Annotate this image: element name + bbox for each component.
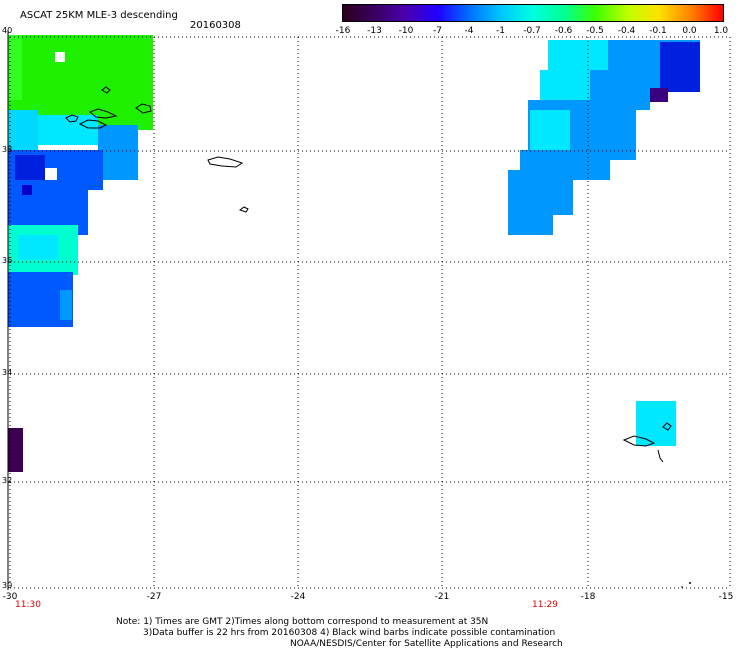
colorbar-label: 1.0 [713,26,729,36]
wind-cell-cyan [636,401,676,446]
colorbar-label: -10 [398,26,414,36]
note-line-1: Note: 1) Times are GMT 2)Times along bot… [116,617,489,627]
colorbar-label: -7 [433,26,442,36]
wind-cell-navy [22,185,32,195]
colorbar-label: -1 [496,26,505,36]
island-outline [207,156,244,168]
island-outline [78,119,108,129]
wind-cell-cyan [548,40,608,70]
wind-cell-green [8,35,22,100]
lon-label-21: -21 [434,592,450,602]
colorbar-label: -0.4 [617,26,636,36]
colorbar [342,4,724,22]
wind-cell-blue [60,290,72,320]
colorbar-label: -16 [335,26,351,36]
lon-label-30: -30 [2,592,18,602]
lon-label-15: -15 [718,592,734,602]
island-outline [65,114,79,123]
colorbar-label: -4 [464,26,474,36]
wind-cell-blue [508,210,553,235]
wind-cell-cyan [8,110,38,150]
colorbar-label: -0.6 [554,26,573,36]
wind-cell-purple [648,88,668,102]
island-outline [238,206,249,213]
wind-cell-purple [8,428,23,472]
lat-label-38: 38 [2,145,13,154]
wind-cell-cyan [18,235,58,260]
wind-cell-blue [98,125,138,180]
lon-label-24: -24 [290,592,306,602]
wind-cell-darkblue [15,155,45,180]
lat-label-34: 34 [2,368,13,377]
lat-label-30: 30 [2,581,13,590]
lon-label-27: -27 [146,592,162,602]
time-label-left: 11:30 [15,600,41,610]
island-outline [135,103,152,114]
missing-cell [45,168,57,180]
product-date: 20160308 [190,20,241,31]
colorbar-label: -0.1 [649,26,667,36]
wind-cell-darkblue [660,42,700,92]
island-outline [101,86,111,94]
wind-cell-cyan [540,70,590,100]
product-title: ASCAT 25KM MLE-3 descending [20,10,178,21]
colorbar-label: -0.5 [586,26,604,36]
lat-label-40: 40 [2,26,13,35]
colorbar-label: 0.0 [682,26,697,36]
note-line-2: 3)Data buffer is 22 hrs from 20160308 4)… [143,628,556,638]
island-dot [689,582,691,584]
island-outline [657,449,664,463]
colorbar-label: -13 [367,26,382,36]
island-outline [89,108,118,119]
time-label-right: 11:29 [532,600,558,610]
wind-cell-blue [508,170,573,215]
lon-label-18: -18 [580,592,596,602]
lat-label-32: 32 [2,476,13,485]
wind-cell-cyan [530,110,570,150]
missing-cell [55,52,65,62]
lat-label-36: 36 [2,256,13,265]
colorbar-label: -0.7 [523,26,541,36]
island-outline [662,422,672,431]
note-line-3: NOAA/NESDIS/Center for Satellite Applica… [290,639,563,649]
island-outline [622,435,656,447]
island-dot [681,586,683,588]
